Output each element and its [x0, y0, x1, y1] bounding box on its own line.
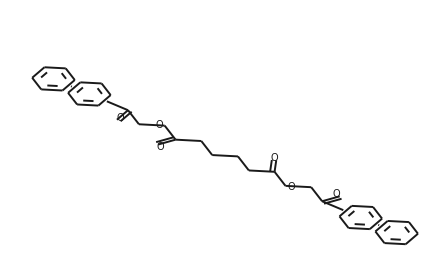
Text: O: O: [116, 113, 124, 123]
Text: O: O: [288, 182, 295, 192]
Text: O: O: [270, 153, 278, 163]
Text: O: O: [155, 120, 163, 130]
Text: O: O: [156, 142, 164, 152]
Text: O: O: [332, 189, 340, 199]
